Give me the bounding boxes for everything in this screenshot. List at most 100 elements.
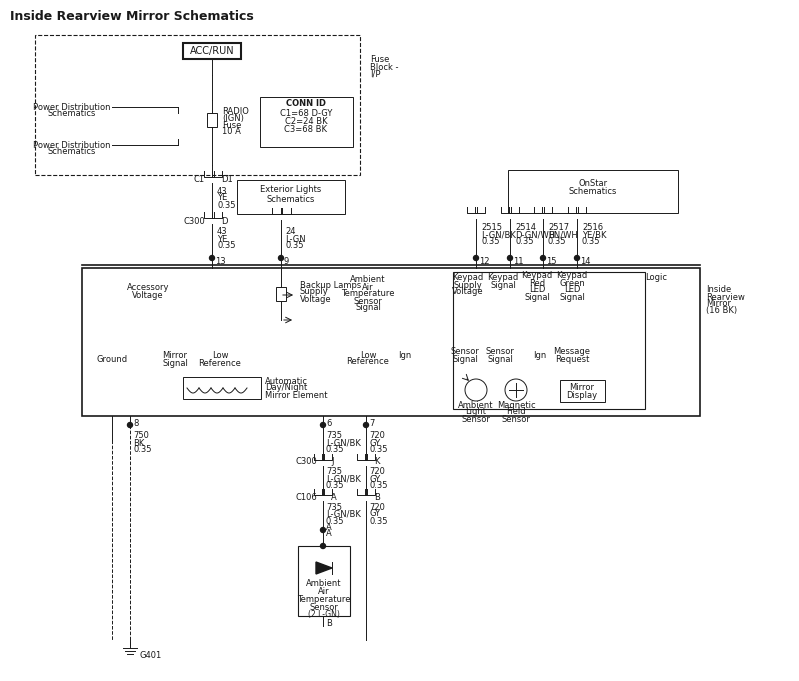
Text: BN/WH: BN/WH (548, 230, 578, 240)
Text: Logic: Logic (645, 274, 667, 283)
Text: Sensor: Sensor (502, 415, 531, 424)
Text: Fuse: Fuse (370, 55, 389, 65)
Text: Ground: Ground (97, 355, 128, 364)
Text: Inside: Inside (706, 285, 731, 294)
Text: Backup Lamps: Backup Lamps (300, 281, 361, 289)
Circle shape (364, 422, 368, 428)
Text: C300: C300 (183, 217, 205, 225)
Text: CONN ID: CONN ID (286, 99, 326, 108)
Text: Keypad: Keypad (452, 274, 483, 283)
Text: 735: 735 (326, 467, 342, 477)
Text: B: B (374, 492, 380, 501)
Text: 12: 12 (479, 257, 490, 266)
Text: Keypad: Keypad (487, 274, 519, 283)
Text: 0.35: 0.35 (369, 445, 388, 454)
Text: C3=68 BK: C3=68 BK (284, 125, 328, 135)
Text: 0.35: 0.35 (582, 238, 601, 247)
Text: Schematics: Schematics (569, 187, 617, 197)
Text: Voltage: Voltage (300, 294, 332, 304)
Text: Reference: Reference (347, 358, 389, 366)
Text: Light: Light (466, 407, 487, 417)
Text: Block -: Block - (370, 63, 399, 72)
Text: Mirror Element: Mirror Element (265, 390, 328, 400)
Text: ACC/RUN: ACC/RUN (189, 46, 234, 56)
Text: Temperature: Temperature (341, 289, 395, 298)
Text: Fuse: Fuse (222, 121, 241, 129)
Text: (IGN): (IGN) (222, 114, 244, 123)
Text: C1=68 D-GY: C1=68 D-GY (280, 110, 332, 118)
Bar (207, 113, 217, 127)
Text: Field: Field (507, 407, 526, 417)
Bar (82, 268, 700, 416)
Text: Keypad: Keypad (556, 272, 587, 281)
Text: 0.35: 0.35 (369, 481, 388, 490)
Text: L-GN: L-GN (285, 234, 306, 244)
Text: RADIO: RADIO (222, 106, 248, 116)
Text: C1: C1 (194, 176, 205, 185)
Text: Magnetic: Magnetic (497, 400, 535, 409)
Text: 0.35: 0.35 (326, 516, 344, 526)
Text: I/P: I/P (370, 69, 380, 78)
Text: Schematics: Schematics (48, 148, 96, 157)
Text: 0.35: 0.35 (481, 238, 499, 247)
Text: Schematics: Schematics (48, 110, 96, 118)
Text: GY: GY (369, 475, 380, 484)
Text: Temperature: Temperature (297, 595, 351, 605)
Circle shape (209, 255, 214, 261)
Bar (183, 43, 241, 59)
Text: D-GN/WH: D-GN/WH (515, 230, 555, 240)
Text: K: K (374, 458, 380, 466)
Text: L-GN/BK: L-GN/BK (326, 439, 361, 447)
Text: Air: Air (362, 283, 374, 291)
Text: 0.35: 0.35 (217, 242, 236, 251)
Text: Mirror: Mirror (570, 383, 594, 392)
Text: Schematics: Schematics (267, 195, 315, 204)
Text: 11: 11 (513, 257, 523, 266)
Text: Exterior Lights: Exterior Lights (260, 185, 322, 195)
Text: (16 BK): (16 BK) (706, 306, 737, 315)
Text: Accessory: Accessory (127, 283, 169, 293)
Text: C2=24 BK: C2=24 BK (284, 118, 328, 127)
Text: Ambient: Ambient (306, 580, 342, 588)
Text: LED: LED (529, 285, 545, 294)
Text: Signal: Signal (452, 355, 478, 364)
Text: 735: 735 (326, 432, 342, 441)
Text: 720: 720 (369, 503, 385, 511)
Text: Power Distribution: Power Distribution (34, 140, 111, 150)
Text: Supply: Supply (300, 287, 328, 296)
Text: 14: 14 (580, 257, 590, 266)
Text: 750: 750 (133, 432, 149, 441)
Bar (276, 287, 286, 301)
Text: GY: GY (369, 439, 380, 447)
Text: A: A (331, 492, 336, 501)
Text: 6: 6 (326, 419, 332, 428)
Text: Voltage: Voltage (132, 291, 164, 300)
Text: A: A (326, 524, 332, 533)
Text: 43: 43 (217, 187, 228, 195)
Text: 720: 720 (369, 467, 385, 477)
Text: 0.35: 0.35 (326, 481, 344, 490)
Text: G401: G401 (140, 652, 162, 661)
Circle shape (507, 255, 512, 261)
Text: Power Distribution: Power Distribution (34, 103, 111, 112)
Text: 720: 720 (369, 432, 385, 441)
Text: D: D (221, 217, 228, 225)
Text: 2516: 2516 (582, 223, 603, 232)
Text: Display: Display (566, 392, 598, 400)
Text: Signal: Signal (487, 355, 513, 364)
Text: 0.35: 0.35 (515, 238, 534, 247)
Text: L-GN/BK: L-GN/BK (481, 230, 516, 240)
Text: Supply: Supply (454, 281, 483, 289)
Text: 0.35: 0.35 (285, 242, 304, 251)
Text: OnStar: OnStar (578, 178, 607, 187)
Text: Request: Request (555, 355, 589, 364)
Text: Ign: Ign (534, 351, 547, 360)
Text: 0.35: 0.35 (548, 238, 566, 247)
Circle shape (128, 422, 133, 428)
Text: GY: GY (369, 509, 380, 518)
Text: 43: 43 (217, 227, 228, 236)
Circle shape (279, 255, 284, 261)
Text: 24: 24 (285, 227, 296, 236)
Circle shape (320, 528, 325, 533)
Text: Sensor: Sensor (354, 296, 383, 306)
